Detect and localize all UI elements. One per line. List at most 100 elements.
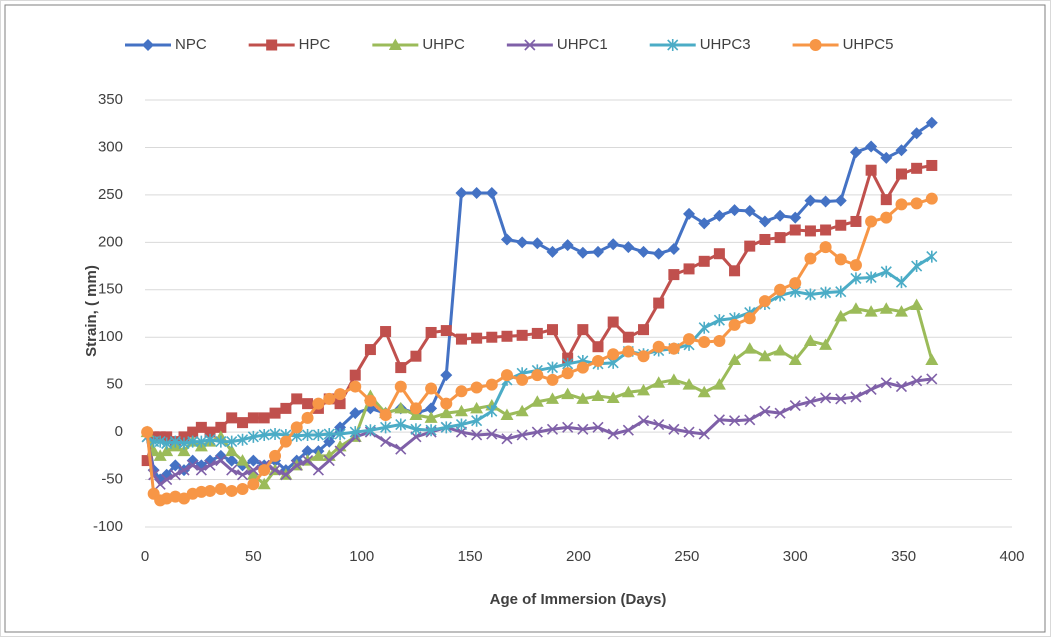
plot-area: [145, 99, 1012, 528]
marker: [683, 426, 695, 438]
marker: [743, 312, 756, 325]
marker: [425, 326, 437, 338]
marker: [269, 428, 281, 441]
marker: [759, 233, 771, 245]
marker: [204, 426, 216, 438]
marker: [236, 454, 250, 466]
marker: [576, 246, 589, 259]
marker: [269, 449, 282, 462]
marker: [622, 331, 634, 343]
marker: [880, 151, 893, 164]
marker: [804, 225, 816, 237]
marker: [214, 449, 227, 462]
marker: [177, 444, 191, 457]
y-tick-label: 0: [115, 423, 123, 440]
marker: [440, 325, 452, 337]
marker: [425, 382, 438, 395]
marker: [819, 241, 832, 254]
marker: [713, 314, 725, 327]
marker: [500, 233, 513, 246]
marker: [652, 376, 666, 388]
marker: [454, 404, 468, 417]
marker: [850, 215, 862, 227]
marker: [334, 398, 346, 410]
marker: [562, 421, 574, 433]
marker: [215, 421, 227, 433]
marker: [425, 424, 437, 437]
legend-label: UHPC5: [843, 36, 894, 53]
marker: [698, 428, 710, 440]
x-axis-title: Age of Immersion (Days): [490, 591, 667, 608]
marker: [621, 385, 635, 398]
x-tick-label: 300: [783, 548, 808, 565]
legend-marker: [809, 39, 822, 51]
marker: [561, 367, 574, 380]
marker: [380, 421, 392, 434]
legend-label: NPC: [175, 36, 207, 53]
x-tick-label: 100: [349, 548, 374, 565]
marker: [349, 380, 362, 393]
marker: [865, 383, 877, 395]
marker: [153, 449, 167, 461]
marker: [186, 454, 199, 467]
marker: [758, 295, 771, 308]
marker: [834, 194, 847, 207]
marker: [667, 242, 680, 255]
marker: [911, 162, 923, 174]
marker: [312, 428, 324, 441]
marker: [835, 219, 847, 231]
marker: [820, 392, 832, 404]
marker: [424, 411, 438, 423]
marker: [455, 186, 468, 199]
marker: [257, 477, 271, 490]
y-tick-label: -50: [101, 471, 123, 488]
marker: [471, 414, 483, 427]
marker: [334, 428, 346, 441]
marker: [395, 418, 407, 431]
marker: [804, 194, 817, 207]
marker: [910, 127, 923, 140]
marker: [743, 342, 757, 354]
x-tick-label: 400: [999, 548, 1024, 565]
marker: [758, 215, 771, 228]
marker: [160, 444, 174, 457]
marker: [622, 241, 635, 254]
marker: [236, 469, 249, 481]
marker: [323, 435, 336, 448]
marker: [713, 209, 726, 222]
marker: [195, 464, 207, 476]
marker: [439, 406, 453, 419]
marker: [236, 483, 249, 496]
y-axis-title: Strain, ( mm): [83, 265, 100, 357]
marker: [546, 361, 559, 374]
marker: [485, 378, 498, 391]
marker: [546, 373, 559, 386]
legend-label: UHPC3: [700, 36, 751, 53]
marker: [225, 484, 238, 497]
marker: [323, 428, 335, 441]
marker: [895, 168, 907, 180]
marker: [410, 350, 422, 362]
marker: [728, 353, 742, 365]
marker: [471, 429, 483, 441]
marker: [668, 269, 680, 281]
marker: [880, 377, 892, 389]
marker: [154, 435, 166, 448]
marker: [789, 211, 802, 224]
marker: [713, 335, 726, 348]
marker: [744, 414, 756, 426]
marker: [169, 435, 181, 448]
marker: [895, 144, 908, 157]
marker: [195, 435, 207, 448]
marker: [653, 297, 665, 309]
marker: [531, 369, 544, 382]
marker: [501, 433, 513, 445]
marker: [349, 426, 361, 439]
marker: [926, 159, 938, 171]
marker: [592, 421, 604, 433]
series: [140, 298, 939, 490]
marker: [169, 459, 182, 472]
marker: [395, 362, 407, 374]
